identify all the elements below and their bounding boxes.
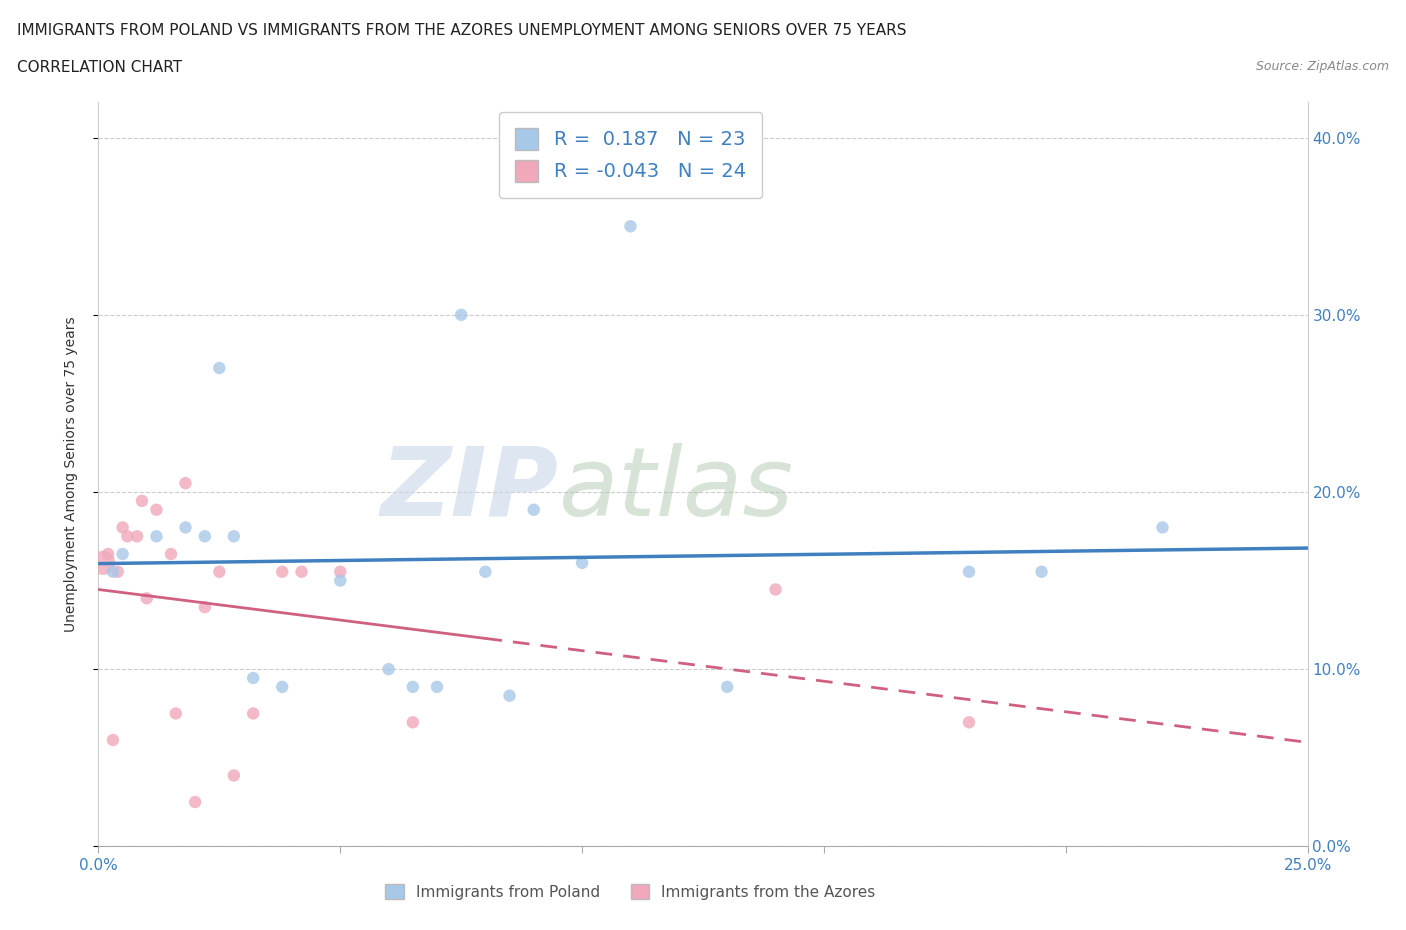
Point: [523, 502, 546, 517]
Point: [101, 565, 124, 579]
Point: [208, 565, 231, 579]
Point: [957, 565, 980, 579]
Point: [184, 794, 207, 809]
Point: [131, 494, 153, 509]
Point: [135, 591, 157, 605]
Point: [222, 529, 245, 544]
Point: [571, 555, 593, 570]
Point: [290, 565, 312, 579]
Point: [271, 565, 294, 579]
Point: [619, 219, 641, 233]
Point: [208, 361, 231, 376]
Point: [222, 768, 245, 783]
Point: [957, 715, 980, 730]
Point: [377, 662, 399, 677]
Point: [242, 671, 264, 685]
Point: [474, 565, 496, 579]
Point: [97, 547, 120, 562]
Text: CORRELATION CHART: CORRELATION CHART: [17, 60, 181, 75]
Point: [1152, 520, 1174, 535]
Point: [450, 308, 472, 323]
Text: Source: ZipAtlas.com: Source: ZipAtlas.com: [1256, 60, 1389, 73]
Legend: Immigrants from Poland, Immigrants from the Azores: Immigrants from Poland, Immigrants from …: [380, 877, 882, 906]
Point: [101, 733, 124, 748]
Point: [498, 688, 520, 703]
Point: [194, 600, 217, 615]
Point: [145, 529, 167, 544]
Point: [329, 573, 352, 588]
Point: [402, 715, 425, 730]
Point: [716, 680, 738, 695]
Point: [271, 680, 294, 695]
Point: [426, 680, 449, 695]
Text: ZIP: ZIP: [380, 443, 558, 536]
Point: [329, 565, 352, 579]
Point: [402, 680, 425, 695]
Point: [145, 502, 167, 517]
Point: [174, 520, 197, 535]
Point: [165, 706, 187, 721]
Point: [111, 520, 134, 535]
Y-axis label: Unemployment Among Seniors over 75 years: Unemployment Among Seniors over 75 years: [63, 316, 77, 632]
Point: [111, 547, 134, 562]
Point: [1031, 565, 1053, 579]
Text: atlas: atlas: [558, 443, 793, 536]
Point: [242, 706, 264, 721]
Point: [174, 476, 197, 491]
Text: IMMIGRANTS FROM POLAND VS IMMIGRANTS FROM THE AZORES UNEMPLOYMENT AMONG SENIORS : IMMIGRANTS FROM POLAND VS IMMIGRANTS FRO…: [17, 23, 907, 38]
Point: [160, 547, 183, 562]
Point: [91, 555, 114, 570]
Point: [127, 529, 149, 544]
Point: [107, 565, 129, 579]
Point: [117, 529, 139, 544]
Point: [765, 582, 787, 597]
Point: [194, 529, 217, 544]
